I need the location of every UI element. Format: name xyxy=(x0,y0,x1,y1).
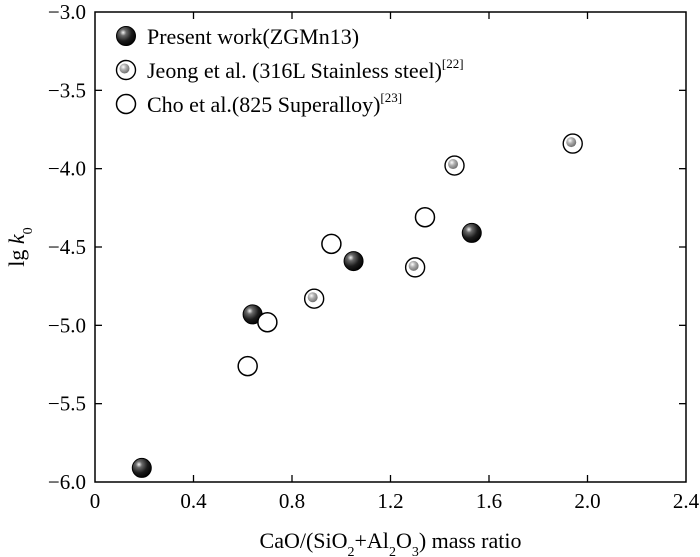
legend-marker xyxy=(116,26,136,46)
data-point xyxy=(414,206,436,228)
data-point xyxy=(303,288,325,309)
data-point xyxy=(257,311,278,333)
x-tick-label: 2.0 xyxy=(574,489,600,513)
data-point xyxy=(343,251,364,272)
y-tick-label: −6.0 xyxy=(48,470,86,494)
legend-label: Jeong et al. (316L Stainless steel)[22] xyxy=(147,56,464,83)
legend-label: Cho et al.(825 Superalloy)[23] xyxy=(147,90,402,117)
y-tick-label: −5.0 xyxy=(48,313,86,337)
x-tick-label: 0.4 xyxy=(180,489,207,513)
y-tick-label: −4.5 xyxy=(48,235,86,259)
y-axis-label: lg k0 xyxy=(4,227,36,266)
data-points xyxy=(131,133,583,478)
x-tick-label: 0.8 xyxy=(279,489,305,513)
y-tick-label: −3.0 xyxy=(48,0,86,24)
y-tick-label: −4.0 xyxy=(48,157,86,181)
x-tick-label: 1.6 xyxy=(476,489,502,513)
x-axis-label: CaO/(SiO2+Al2O3) mass ratio xyxy=(260,528,522,557)
x-tick-label: 2.4 xyxy=(673,489,700,513)
axes: 0 0.4 0.8 1.2 1.6 2.0 2.4 −3.0 −3.5 −4.0 −4.5 −5.0 −… xyxy=(48,0,700,513)
data-point xyxy=(562,133,583,154)
data-point xyxy=(444,155,465,176)
y-tick-label: −5.5 xyxy=(48,392,86,416)
legend-label: Present work(ZGMn13) xyxy=(147,24,359,49)
x-tick-label: 1.2 xyxy=(377,489,403,513)
data-point xyxy=(131,457,152,478)
data-point xyxy=(321,233,342,255)
legend-marker xyxy=(115,93,137,115)
legend-marker xyxy=(115,59,137,81)
data-point xyxy=(237,355,258,377)
data-point xyxy=(461,222,482,243)
axis-labels: CaO/(SiO2+Al2O3) mass ratio lg k0 xyxy=(4,227,521,557)
y-tick-label: −3.5 xyxy=(48,78,86,102)
data-point xyxy=(404,257,426,278)
legend: Present work(ZGMn13) Jeong et al. (316L S… xyxy=(115,24,464,117)
x-tick-label: 0 xyxy=(90,489,101,513)
